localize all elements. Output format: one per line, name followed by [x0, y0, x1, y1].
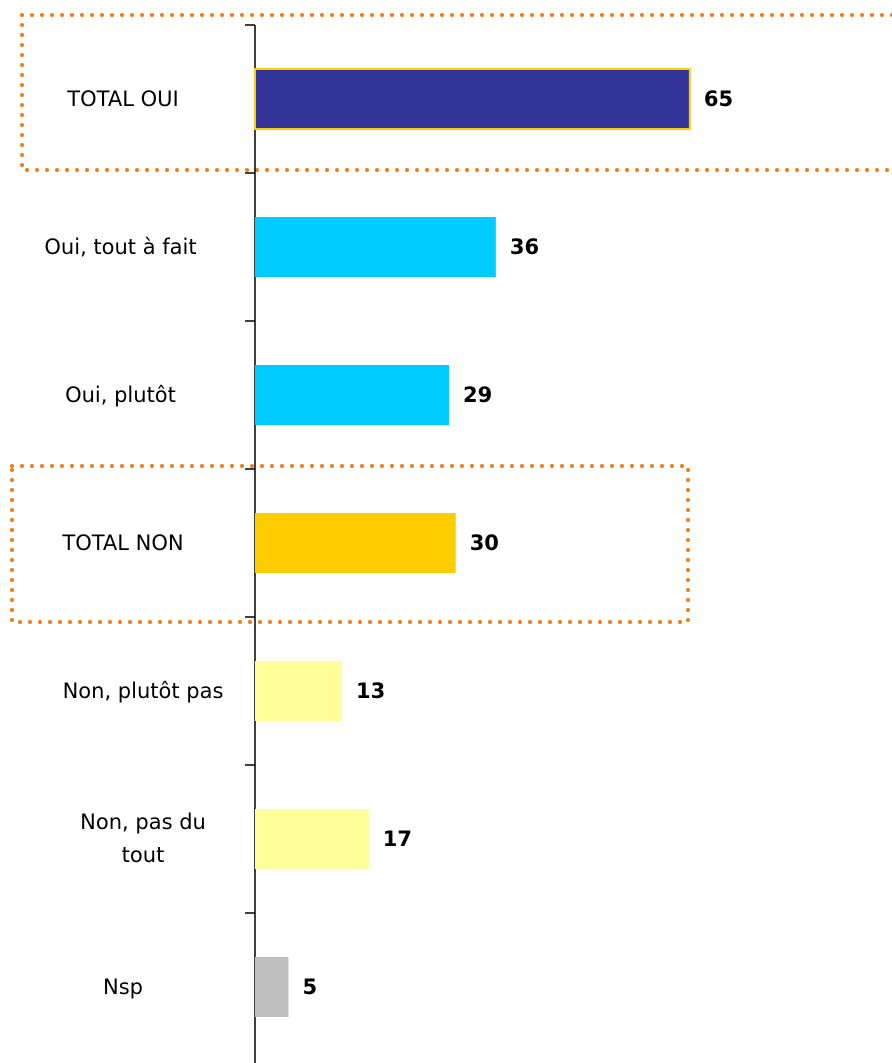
- value-label: 30: [470, 531, 499, 555]
- bar: [254, 68, 691, 130]
- bar: [255, 661, 342, 721]
- bar: [255, 513, 456, 573]
- bar: [255, 809, 369, 869]
- highlight-box: [10, 464, 690, 624]
- bar: [255, 365, 450, 425]
- bar: [255, 957, 289, 1017]
- highlight-box: [20, 13, 892, 172]
- category-label: TOTAL OUI: [67, 86, 179, 111]
- value-label: 5: [302, 975, 317, 999]
- category-label: Oui, tout à fait: [44, 234, 197, 259]
- category-label: TOTAL NON: [62, 530, 184, 555]
- value-label: 29: [463, 383, 492, 407]
- value-label: 36: [510, 235, 539, 259]
- axis-ticks: [245, 24, 256, 1063]
- category-label: Oui, plutôt: [65, 382, 176, 407]
- value-label: 13: [356, 679, 385, 703]
- category-label: Non, plutôt pas: [62, 678, 224, 703]
- value-label: 17: [383, 827, 412, 851]
- bar: [255, 217, 496, 277]
- category-label: Nsp: [103, 974, 143, 999]
- value-label: 65: [704, 87, 733, 111]
- category-label: Non, pas du tout: [80, 810, 206, 867]
